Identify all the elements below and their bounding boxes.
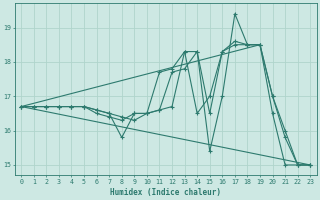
X-axis label: Humidex (Indice chaleur): Humidex (Indice chaleur) <box>110 188 221 197</box>
